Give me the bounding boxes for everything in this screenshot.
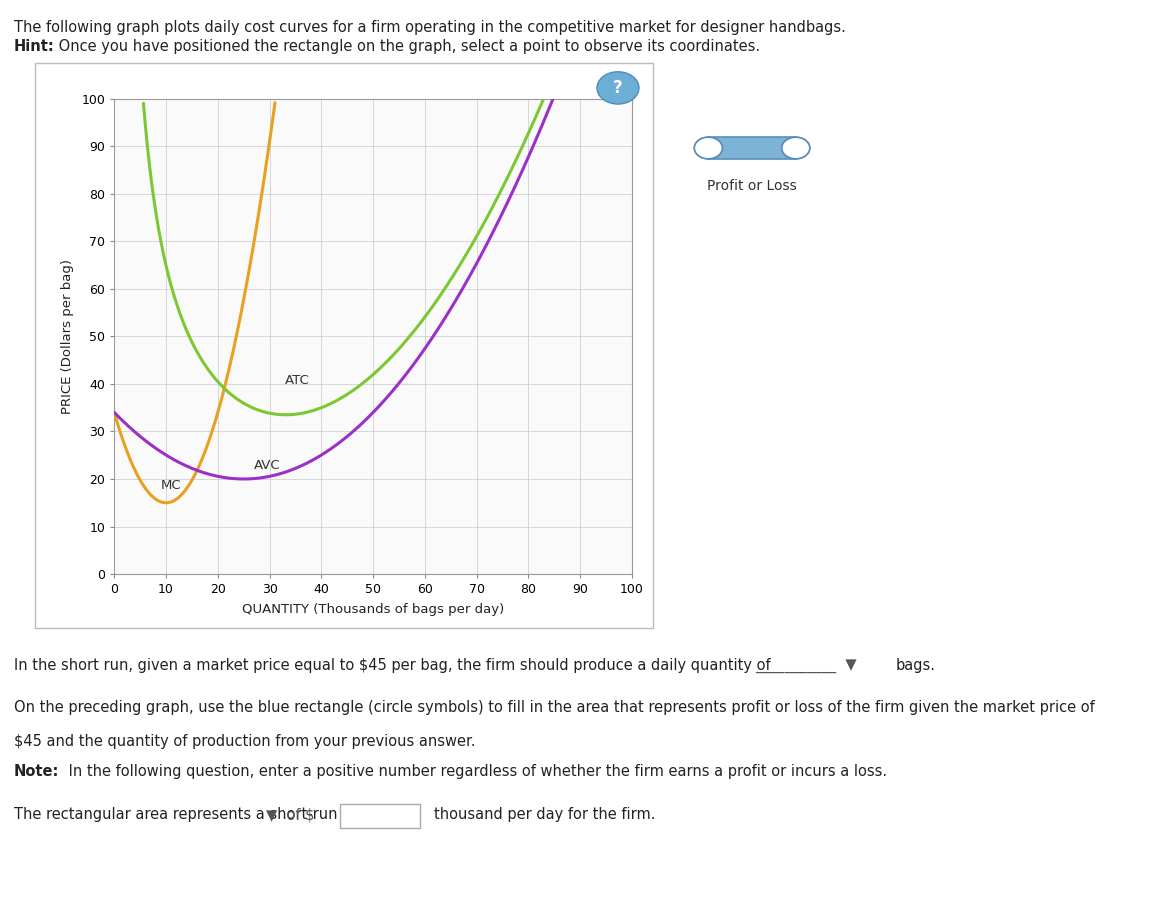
Text: ?: ? xyxy=(613,79,623,97)
Text: Profit or Loss: Profit or Loss xyxy=(708,179,796,193)
Text: ▼  of $: ▼ of $ xyxy=(266,807,315,823)
Text: AVC: AVC xyxy=(254,459,281,473)
Text: The rectangular area represents a short-run: The rectangular area represents a short-… xyxy=(14,807,337,823)
Text: ATC: ATC xyxy=(286,374,310,387)
Text: Once you have positioned the rectangle on the graph, select a point to observe i: Once you have positioned the rectangle o… xyxy=(54,39,760,55)
Text: bags.: bags. xyxy=(895,658,935,673)
FancyBboxPatch shape xyxy=(339,804,421,829)
Text: ___________  ▼: ___________ ▼ xyxy=(756,658,857,673)
X-axis label: QUANTITY (Thousands of bags per day): QUANTITY (Thousands of bags per day) xyxy=(243,603,504,616)
Y-axis label: PRICE (Dollars per bag): PRICE (Dollars per bag) xyxy=(62,259,75,414)
Text: In the short run, given a market price equal to $45 per bag, the firm should pro: In the short run, given a market price e… xyxy=(14,658,771,673)
Text: Hint:: Hint: xyxy=(14,39,55,55)
Text: In the following question, enter a positive number regardless of whether the fir: In the following question, enter a posit… xyxy=(64,764,887,779)
Text: $45 and the quantity of production from your previous answer.: $45 and the quantity of production from … xyxy=(14,734,476,749)
Text: MC: MC xyxy=(161,478,182,492)
Text: Note:: Note: xyxy=(14,764,59,779)
Text: thousand per day for the firm.: thousand per day for the firm. xyxy=(434,807,655,823)
Text: The following graph plots daily cost curves for a firm operating in the competit: The following graph plots daily cost cur… xyxy=(14,20,845,35)
Text: On the preceding graph, use the blue rectangle (circle symbols) to fill in the a: On the preceding graph, use the blue rec… xyxy=(14,700,1095,715)
